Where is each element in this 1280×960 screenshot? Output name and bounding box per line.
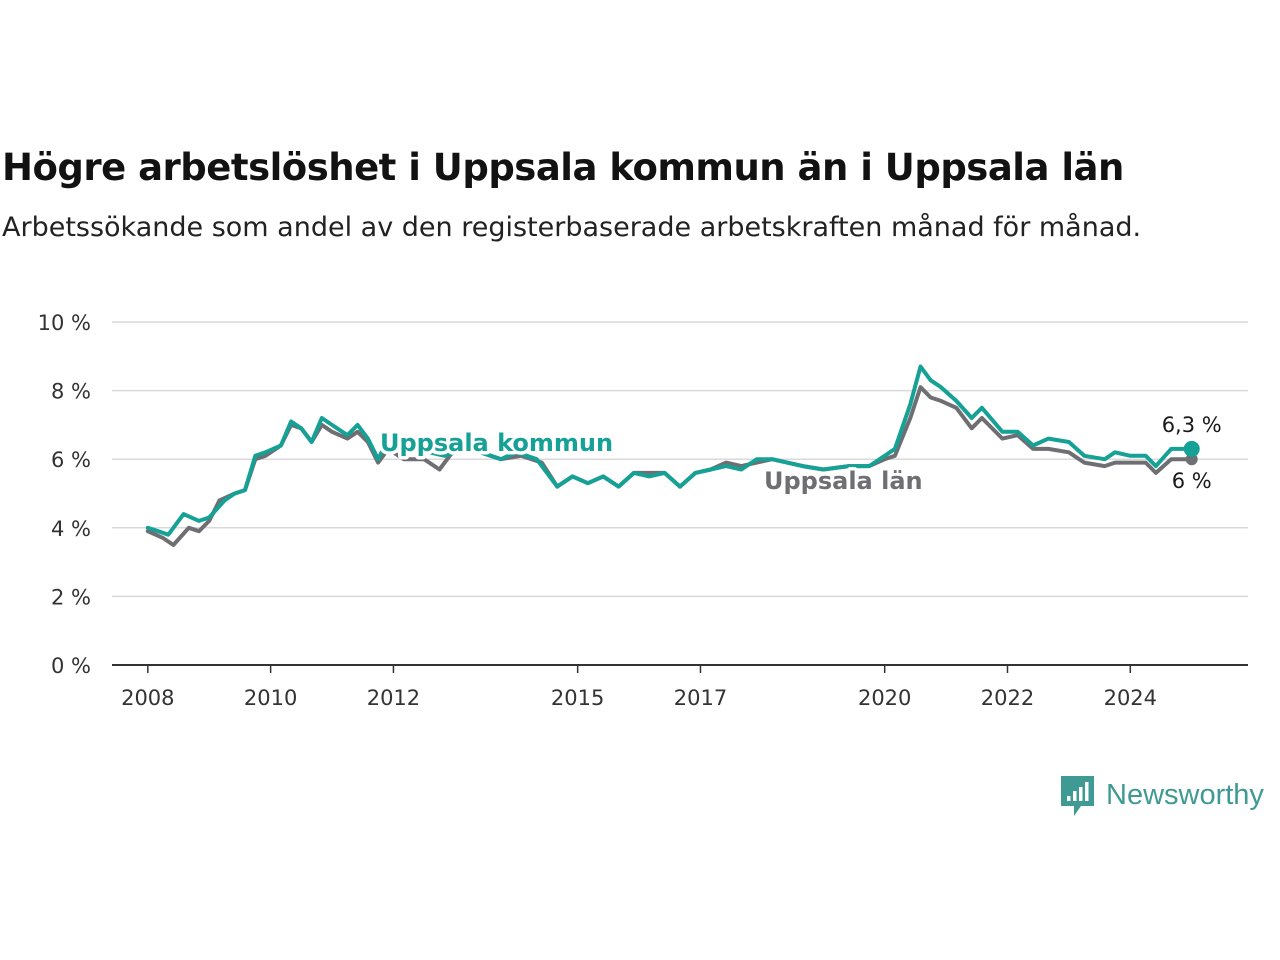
x-tick-label: 2015 (551, 686, 604, 710)
brand-logo: Newsworthy (1058, 772, 1264, 818)
series-line-uppsala-kommun (145, 364, 1194, 537)
x-tick-label: 2010 (244, 686, 297, 710)
y-tick-label: 8 % (51, 380, 91, 404)
newsworthy-chart-bubble-icon (1061, 776, 1094, 816)
series-lines (145, 364, 1200, 547)
y-tick-label: 0 % (51, 654, 91, 678)
series-labels: Uppsala kommun Uppsala län 6,3 % 6 % (377, 411, 1225, 499)
series-label-uppsala-lan: Uppsala län (764, 467, 923, 495)
series-line-uppsala-lan (145, 385, 1194, 547)
y-tick-label: 2 % (51, 585, 91, 609)
chart-subtitle: Arbetssökande som andel av den registerb… (2, 212, 1142, 243)
x-tick-label: 2024 (1104, 686, 1157, 710)
x-tick-label: 2022 (981, 686, 1034, 710)
chart-title: Högre arbetslöshet i Uppsala kommun än i… (2, 146, 1124, 189)
y-tick-label: 10 % (38, 311, 91, 335)
x-tick-label: 2008 (121, 686, 174, 710)
x-tick-label: 2012 (367, 686, 420, 710)
gridlines: 0 % 2 % 4 % 6 % 8 % 10 % (38, 311, 1248, 678)
y-tick-label: 4 % (51, 517, 91, 541)
x-tick-label: 2017 (674, 686, 727, 710)
end-value-uppsala-lan: 6 % (1172, 469, 1212, 493)
series-label-uppsala-kommun: Uppsala kommun (380, 429, 613, 457)
x-axis: 2008 2010 2012 2015 2017 2020 2022 2024 (112, 664, 1248, 710)
end-value-uppsala-kommun: 6,3 % (1162, 413, 1222, 437)
end-point-uppsala-kommun (1183, 440, 1200, 457)
x-tick-label: 2020 (858, 686, 911, 710)
y-tick-label: 6 % (51, 448, 91, 472)
brand-name: Newsworthy (1106, 778, 1264, 811)
